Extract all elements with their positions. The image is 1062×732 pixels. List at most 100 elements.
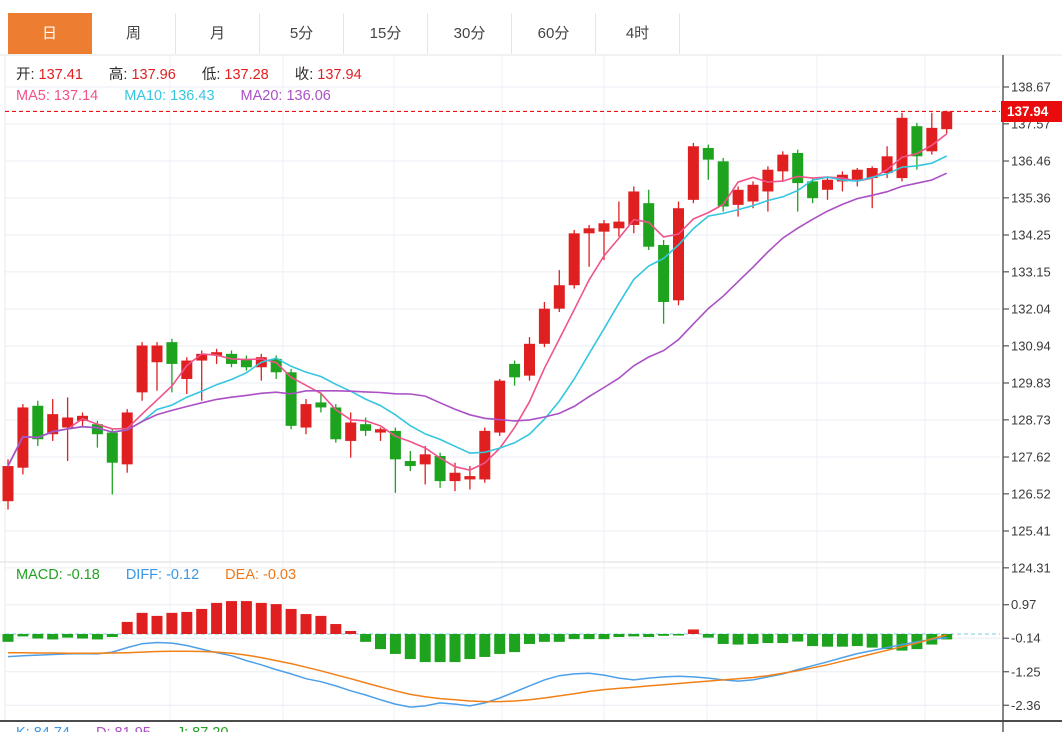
macd-bar xyxy=(419,634,431,663)
candle xyxy=(47,414,59,435)
macd-bar xyxy=(792,634,804,642)
tab-周[interactable]: 周 xyxy=(92,13,176,54)
dea-value: -0.03 xyxy=(263,567,297,583)
candle xyxy=(643,203,655,247)
candle xyxy=(792,152,804,184)
price-axis-label: 130.94 xyxy=(1011,338,1051,353)
candle xyxy=(553,285,565,309)
macd-axis-label: -0.14 xyxy=(1011,631,1041,646)
macd-bar xyxy=(524,634,535,644)
candle xyxy=(419,454,431,465)
macd-bar xyxy=(628,634,640,637)
tab-4时[interactable]: 4时 xyxy=(596,13,680,54)
kdj-info-bar: K: 84.74 D: 81.95 J: 87.20 xyxy=(16,725,232,732)
candle xyxy=(941,111,953,130)
candle xyxy=(315,402,327,408)
tab-30分[interactable]: 30分 xyxy=(428,13,512,54)
macd-bar xyxy=(106,634,118,638)
low-label: 低: xyxy=(201,67,221,83)
macd-bar xyxy=(673,634,684,636)
macd-value: -0.18 xyxy=(66,567,100,583)
candle xyxy=(822,179,833,190)
macd-bar xyxy=(345,630,357,634)
candle xyxy=(687,146,699,200)
diff-line xyxy=(7,636,947,708)
macd-bar xyxy=(494,634,506,654)
macd-bar xyxy=(151,615,163,634)
macd-bar xyxy=(553,634,565,642)
candle xyxy=(777,154,789,172)
macd-bar xyxy=(226,601,237,634)
tab-5分[interactable]: 5分 xyxy=(260,13,344,54)
candle xyxy=(62,417,74,428)
macd-bar xyxy=(17,634,29,637)
high-label: 高: xyxy=(108,67,128,83)
macd-bar xyxy=(270,604,282,634)
tab-15分[interactable]: 15分 xyxy=(344,13,428,54)
macd-bar xyxy=(62,634,74,638)
tab-60分[interactable]: 60分 xyxy=(512,13,596,54)
macd-bar xyxy=(941,634,953,640)
k-label: K: xyxy=(16,725,30,732)
candle xyxy=(568,233,580,286)
candle xyxy=(2,466,14,502)
macd-bar xyxy=(77,634,88,639)
close-label: 收: xyxy=(294,67,314,83)
candle xyxy=(360,424,372,431)
macd-bar xyxy=(702,634,714,638)
macd-bar xyxy=(732,634,744,645)
macd-axis-label: -1.25 xyxy=(1011,664,1041,679)
candle xyxy=(807,181,819,199)
macd-bar xyxy=(836,634,848,647)
candle xyxy=(121,412,133,465)
candle xyxy=(583,228,595,234)
ma10-value: 136.43 xyxy=(170,88,215,104)
price-axis-label: 138.67 xyxy=(1011,80,1051,95)
timeframe-tabs: 日周月 5分 15分 30分 60分 4时 xyxy=(8,13,680,54)
macd-bar xyxy=(449,634,461,663)
candle xyxy=(509,363,521,378)
macd-bar xyxy=(538,634,550,642)
candle xyxy=(91,424,103,435)
macd-bar xyxy=(211,602,223,634)
macd-bar xyxy=(687,629,699,634)
macd-bar xyxy=(747,634,759,644)
close-value: 137.94 xyxy=(317,67,362,83)
macd-bar xyxy=(375,634,386,650)
candle xyxy=(524,343,535,376)
candle xyxy=(911,126,923,157)
price-axis-label: 132.04 xyxy=(1011,301,1051,316)
ma-info-bar: MA5: 137.14 MA10: 136.43 MA20: 136.06 xyxy=(16,88,335,104)
candle xyxy=(285,372,297,426)
macd-bar xyxy=(822,634,833,647)
candle xyxy=(300,404,312,428)
macd-bar xyxy=(598,634,610,640)
k-value: 84.74 xyxy=(34,725,70,732)
macd-bar xyxy=(2,634,14,642)
macd-bar xyxy=(479,634,491,657)
price-axis-label: 126.52 xyxy=(1011,486,1051,501)
price-axis-label: 127.62 xyxy=(1011,449,1051,464)
macd-bar xyxy=(166,612,178,634)
macd-bar xyxy=(315,615,327,634)
macd-bar xyxy=(509,634,521,653)
candle xyxy=(449,472,461,482)
candle xyxy=(702,147,714,160)
candle xyxy=(747,184,759,202)
macd-bar xyxy=(32,634,44,639)
low-value: 137.28 xyxy=(224,67,269,83)
tab-月[interactable]: 月 xyxy=(176,13,260,54)
macd-bar xyxy=(196,608,208,634)
candle xyxy=(538,308,550,344)
j-value: 87.20 xyxy=(192,725,228,732)
ma20-line xyxy=(7,172,948,467)
macd-bar xyxy=(717,634,729,644)
macd-bar xyxy=(583,634,595,640)
tab-日[interactable]: 日 xyxy=(8,13,92,54)
macd-bar xyxy=(404,634,416,660)
candle xyxy=(330,407,342,440)
candle xyxy=(375,429,386,433)
candle xyxy=(196,353,208,361)
